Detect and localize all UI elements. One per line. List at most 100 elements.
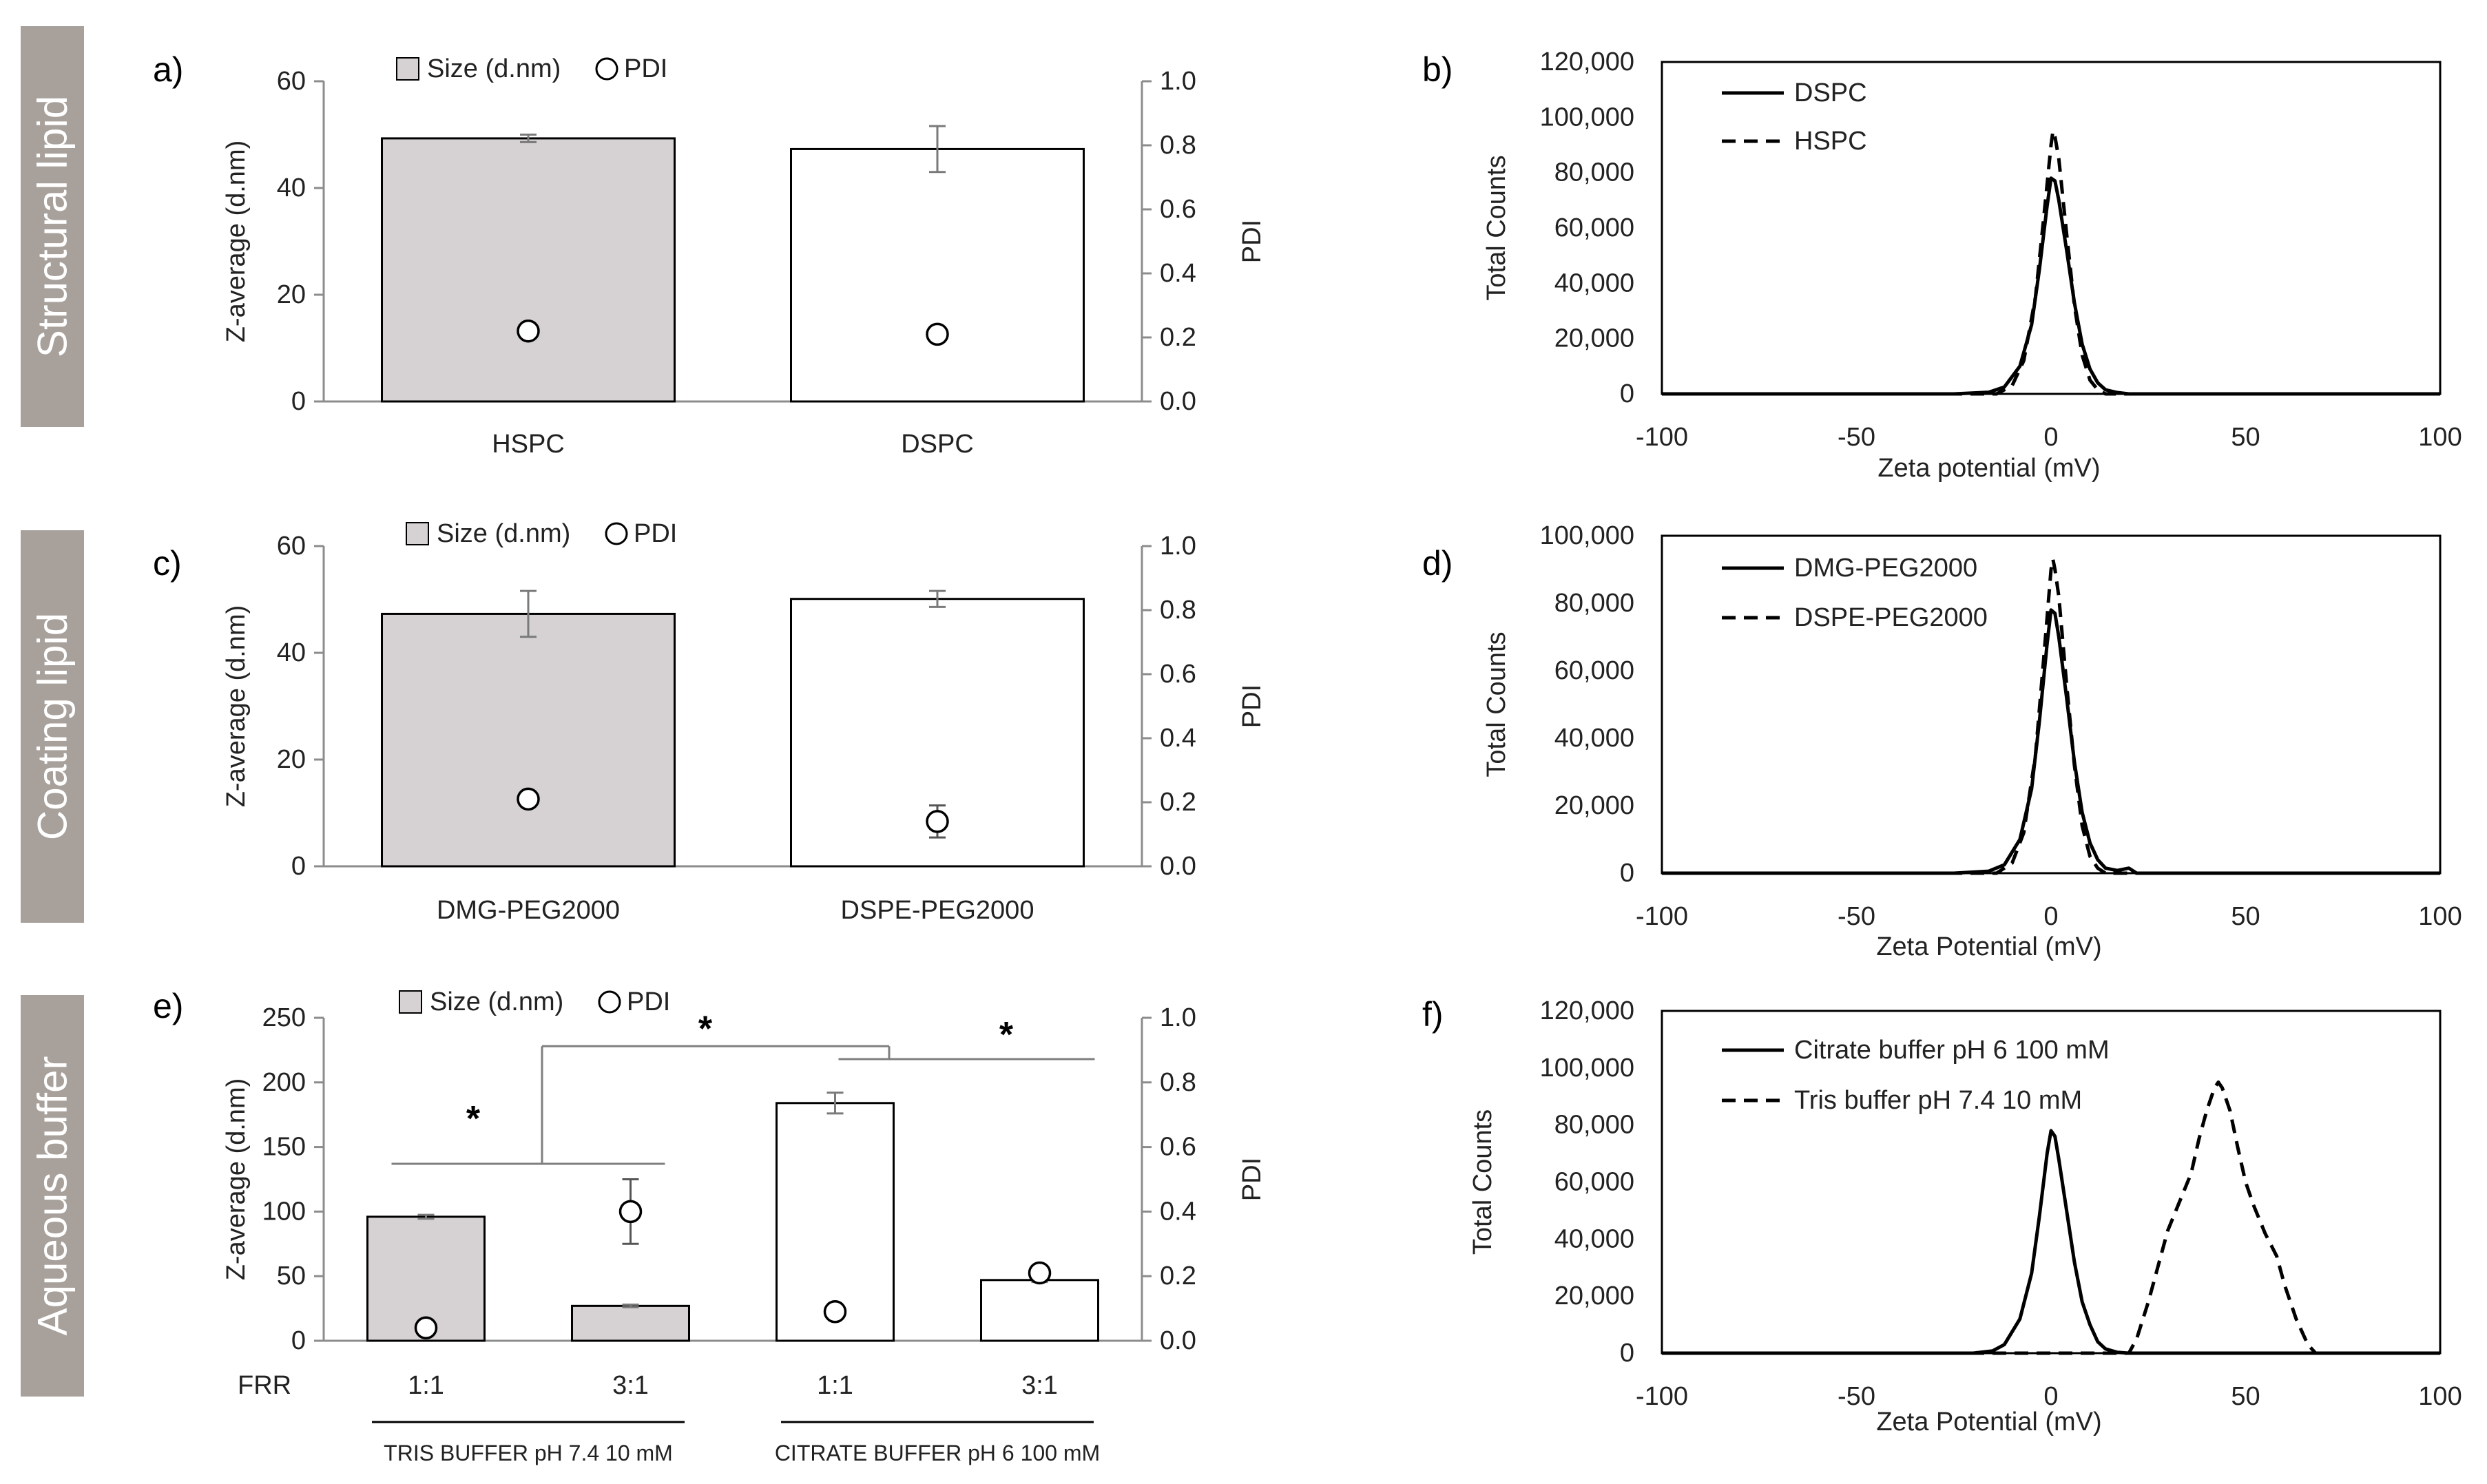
bar-chart-a: a) 0 20 40 60 0.0 0.2 0.4 0.6 0.8 1.0 Z-average (d.… — [153, 50, 1267, 459]
legend-label: DSPE-PEG2000 — [1794, 603, 1988, 632]
y-axis-title: Total Counts — [1468, 1109, 1497, 1255]
legend-label: DSPC — [1794, 79, 1867, 107]
significance-star: * — [999, 1015, 1014, 1055]
y-axis-title: Total Counts — [1482, 155, 1511, 300]
plot-frame — [1661, 61, 2442, 395]
legend-swatch-size — [396, 57, 419, 81]
x-tick-label: 50 — [2231, 1382, 2260, 1411]
pdi-marker — [618, 1200, 643, 1224]
pdi-marker — [414, 1316, 438, 1339]
y2-tick-label: 0.2 — [1160, 323, 1196, 352]
series-line — [1662, 557, 2440, 875]
x-tick-label: 0 — [2043, 423, 2058, 452]
legend-label-pdi: PDI — [627, 987, 670, 1016]
x-tick-label: -50 — [1838, 1382, 1875, 1411]
y-tick-label: 80,000 — [1554, 1111, 1634, 1140]
legend-marker-pdi — [595, 57, 618, 81]
legend-label-size: Size (d.nm) — [437, 519, 570, 548]
y2-tick-label: 1.0 — [1160, 532, 1196, 561]
pdi-marker — [926, 322, 949, 346]
panel-label: e) — [153, 987, 183, 1025]
y-tick-label: 250 — [262, 1003, 306, 1032]
x-tick-label: -100 — [1636, 423, 1688, 452]
bar — [790, 147, 1085, 403]
legend-marker-pdi — [598, 990, 621, 1014]
category-label: 3:1 — [612, 1371, 649, 1400]
pdi-marker — [517, 319, 540, 343]
y-tick-label: 0 — [291, 387, 306, 416]
x-tick-label: 0 — [2043, 902, 2058, 931]
y2-tick-label: 0.4 — [1160, 724, 1196, 753]
y-tick-label: 20,000 — [1554, 324, 1634, 353]
frr-label: FRR — [238, 1371, 291, 1400]
panel-label: c) — [153, 544, 182, 583]
bar — [980, 1279, 1099, 1342]
y-tick-label: 100,000 — [1540, 521, 1634, 550]
y2-tick-label: 0.8 — [1160, 596, 1196, 625]
legend-label-pdi: PDI — [624, 54, 667, 83]
x-tick-label: 100 — [2418, 902, 2462, 931]
legend-swatch-size — [399, 990, 422, 1014]
series-line — [1662, 176, 2440, 396]
category-label: 3:1 — [1021, 1371, 1058, 1400]
y-tick-label: 0 — [1620, 379, 1634, 408]
bar — [381, 137, 676, 403]
y2-tick-label: 0.8 — [1160, 131, 1196, 160]
y-tick-label: 100,000 — [1540, 1054, 1634, 1083]
y2-axis-title: PDI — [1238, 684, 1267, 728]
series-line — [1662, 129, 2440, 396]
pdi-marker — [926, 810, 949, 833]
series-line — [1662, 1080, 2440, 1355]
y-tick-label: 60,000 — [1554, 213, 1634, 242]
legend-label: HSPC — [1794, 127, 1867, 156]
y-axis-title: Z-average (d.nm) — [222, 140, 251, 343]
row-label: Structural lipid — [30, 96, 76, 357]
category-label: DMG-PEG2000 — [437, 896, 620, 925]
panel-label: b) — [1422, 50, 1453, 89]
y2-tick-label: 0.4 — [1160, 1197, 1196, 1226]
x-tick-label: 50 — [2231, 902, 2260, 931]
y-tick-label: 200 — [262, 1068, 306, 1097]
y-tick-label: 20,000 — [1554, 791, 1634, 820]
y-tick-label: 20,000 — [1554, 1282, 1634, 1310]
category-label: 1:1 — [408, 1371, 444, 1400]
y-tick-label: 120,000 — [1540, 996, 1634, 1025]
y2-tick-label: 0.2 — [1160, 1262, 1196, 1290]
y-tick-label: 0 — [291, 852, 306, 881]
x-tick-label: -100 — [1636, 1382, 1688, 1411]
legend-label-size: Size (d.nm) — [430, 987, 563, 1016]
x-axis-title: Zeta potential (mV) — [1877, 454, 2100, 483]
line-chart-b: b) 0 20,000 40,000 60,000 80,000 100,000 120,00… — [1422, 48, 2462, 483]
group-label: TRIS BUFFER pH 7.4 10 mM — [384, 1441, 673, 1465]
significance-star: * — [466, 1099, 481, 1139]
line-charts: b) 0 20,000 40,000 60,000 80,000 100,000 120,00… — [1422, 48, 2462, 1436]
pdi-marker — [1028, 1261, 1052, 1285]
category-label: DSPE-PEG2000 — [841, 896, 1034, 925]
row-label: Coating lipid — [30, 613, 76, 840]
x-tick-label: -50 — [1838, 423, 1875, 452]
y2-axis-title: PDI — [1238, 1158, 1267, 1201]
legend-label: Tris buffer pH 7.4 10 mM — [1794, 1086, 2082, 1115]
y-tick-label: 40,000 — [1554, 724, 1634, 753]
y2-tick-label: 0.8 — [1160, 1068, 1196, 1097]
y-tick-label: 120,000 — [1540, 48, 1634, 76]
panel-label: d) — [1422, 544, 1453, 583]
legend-label: Citrate buffer pH 6 100 mM — [1794, 1036, 2110, 1065]
legend-label: DMG-PEG2000 — [1794, 554, 1977, 583]
category-label: DSPC — [901, 430, 974, 459]
y-tick-label: 0 — [1620, 1339, 1634, 1368]
y-tick-label: 40,000 — [1554, 269, 1634, 297]
y2-tick-label: 0.6 — [1160, 660, 1196, 689]
bar-chart-e: e) 0 50 100 150 200 250 0.0 0.2 0.4 0.6 0.8 1.0 Z-ave… — [153, 987, 1267, 1465]
y-axis-title: Z-average (d.nm) — [222, 605, 251, 808]
x-axis-title: Zeta Potential (mV) — [1876, 1408, 2101, 1436]
y-tick-label: 60,000 — [1554, 656, 1634, 685]
bar-chart-c: c) 0 20 40 60 0.0 0.2 0.4 0.6 0.8 1.0 Z-average (d.… — [153, 519, 1267, 925]
plot-frame — [1661, 1010, 2442, 1355]
pdi-marker — [823, 1300, 847, 1324]
y2-tick-label: 0.0 — [1160, 1326, 1196, 1355]
x-axis-title: Zeta Potential (mV) — [1876, 932, 2101, 961]
y2-tick-label: 0.6 — [1160, 1133, 1196, 1162]
y2-tick-label: 1.0 — [1160, 67, 1196, 96]
